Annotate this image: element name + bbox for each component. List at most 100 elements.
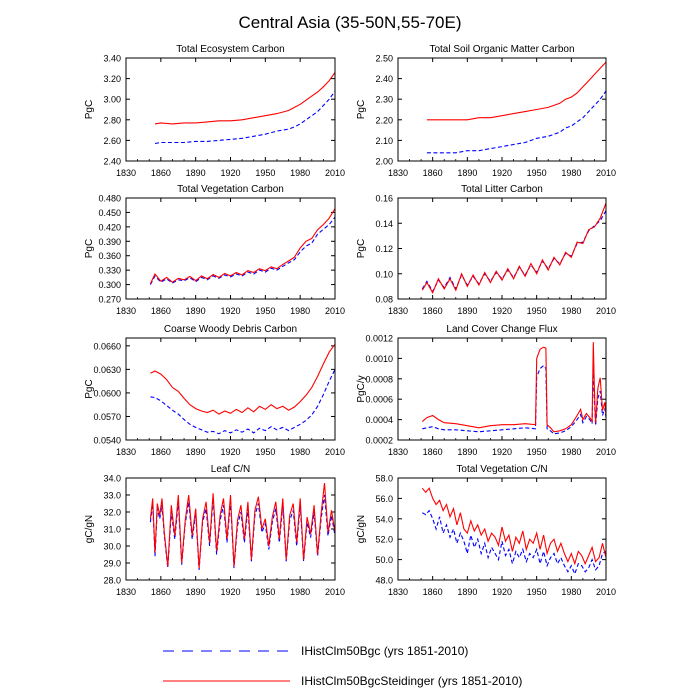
y-tick-label: 0.360 <box>98 251 121 261</box>
x-tick-label: 1890 <box>457 587 477 597</box>
plot-frame <box>125 477 336 581</box>
y-tick-label: 0.450 <box>98 208 121 218</box>
x-tick-label: 1890 <box>457 168 477 178</box>
x-tick-label: 2010 <box>325 168 345 178</box>
y-tick-label: 3.20 <box>103 74 121 84</box>
x-tick-label: 1890 <box>186 447 206 457</box>
y-tick-label: 29.0 <box>103 559 121 569</box>
x-tick-label: 1830 <box>388 447 408 457</box>
y-tick-label: 0.0010 <box>365 354 393 364</box>
x-tick-label: 1950 <box>527 447 547 457</box>
x-tick-label: 1830 <box>116 587 136 597</box>
legend: IHistClm50Bgc (yrs 1851-2010) IHistClm50… <box>163 644 522 688</box>
panel-2: Total Soil Organic Matter Carbon PgC 1830 1… <box>356 44 616 178</box>
series-line-steidinger <box>426 61 607 121</box>
series-line-bgc <box>150 369 336 435</box>
plot-frame <box>397 197 607 300</box>
x-tick-label: 1950 <box>527 168 547 178</box>
y-axis-label: gC/gN <box>356 515 367 543</box>
x-tick-label: 1980 <box>290 447 310 457</box>
y-axis-label: PgC <box>84 239 95 258</box>
x-tick-label: 1860 <box>151 587 171 597</box>
y-tick-label: 0.0006 <box>365 395 393 405</box>
x-tick-label: 1890 <box>186 168 206 178</box>
plot-frame <box>397 57 607 162</box>
x-tick-label: 1920 <box>492 306 512 316</box>
x-tick-label: 1950 <box>527 306 547 316</box>
y-axis-label: gC/gN <box>84 515 95 543</box>
panel-title: Total Litter Carbon <box>461 184 543 195</box>
x-tick-label: 1830 <box>116 447 136 457</box>
x-tick-label: 1920 <box>492 447 512 457</box>
y-tick-label: 3.40 <box>103 54 121 64</box>
series-line-steidinger <box>150 343 336 415</box>
panel-title: Total Vegetation Carbon <box>177 184 284 195</box>
x-tick-label: 1950 <box>255 168 275 178</box>
x-tick-label: 1950 <box>255 306 275 316</box>
y-tick-label: 0.0008 <box>365 374 393 384</box>
y-tick-label: 2.60 <box>103 136 121 146</box>
series-line-steidinger <box>421 487 607 566</box>
series-line-bgc <box>149 216 336 285</box>
x-tick-label: 1830 <box>388 587 408 597</box>
x-tick-label: 1830 <box>116 306 136 316</box>
panel-3: Total Vegetation Carbon PgC 1830 1860 1890 19… <box>84 184 345 316</box>
x-tick-label: 1920 <box>220 587 240 597</box>
y-tick-label: 0.300 <box>98 280 121 290</box>
x-tick-label: 1920 <box>220 306 240 316</box>
y-tick-label: 0.0002 <box>365 436 393 446</box>
y-axis-label: PgC <box>356 100 367 119</box>
y-tick-label: 0.420 <box>98 222 121 232</box>
x-tick-label: 1860 <box>151 168 171 178</box>
y-axis-label: PgC <box>84 100 95 119</box>
y-tick-label: 2.20 <box>375 115 393 125</box>
y-tick-label: 0.12 <box>375 244 393 254</box>
y-tick-label: 48.0 <box>375 576 393 586</box>
x-tick-label: 2010 <box>596 168 616 178</box>
panel-1: Total Ecosystem Carbon PgC 1830 1860 1890 192… <box>84 44 345 178</box>
plot-frame <box>125 57 336 162</box>
x-tick-label: 1920 <box>492 168 512 178</box>
y-tick-label: 2.50 <box>375 54 393 64</box>
y-tick-label: 0.14 <box>375 219 393 229</box>
x-tick-label: 1980 <box>290 168 310 178</box>
x-tick-label: 1980 <box>561 306 581 316</box>
y-axis-label: PgC <box>356 239 367 258</box>
panel-title: Leaf C/N <box>211 464 250 475</box>
x-tick-label: 1980 <box>290 587 310 597</box>
x-tick-label: 1980 <box>561 447 581 457</box>
y-tick-label: 52.0 <box>375 535 393 545</box>
x-tick-label: 1920 <box>492 587 512 597</box>
panel-title: Total Ecosystem Carbon <box>176 44 284 55</box>
y-tick-label: 56.0 <box>375 494 393 504</box>
x-tick-label: 1860 <box>423 168 443 178</box>
x-tick-label: 1950 <box>527 587 547 597</box>
panel-title: Total Vegetation C/N <box>456 464 547 475</box>
x-tick-label: 1860 <box>423 306 443 316</box>
x-tick-label: 1860 <box>423 447 443 457</box>
series-line-bgc <box>422 509 607 576</box>
series-line-steidinger <box>154 72 336 125</box>
x-tick-label: 1830 <box>388 168 408 178</box>
y-tick-label: 0.10 <box>375 269 393 279</box>
y-tick-label: 28.0 <box>103 576 121 586</box>
x-tick-label: 2010 <box>325 587 345 597</box>
y-tick-label: 32.0 <box>103 508 121 518</box>
series-line-steidinger <box>149 208 336 284</box>
panel-5: Coarse Woody Debris Carbon PgC 1830 1860 189… <box>84 324 345 457</box>
y-tick-label: 33.0 <box>103 491 121 501</box>
y-tick-label: 2.40 <box>103 157 121 167</box>
y-tick-label: 0.0004 <box>365 415 393 425</box>
panel-title: Coarse Woody Debris Carbon <box>164 324 297 335</box>
panel-8: Total Vegetation C/N gC/gN 1830 1860 1890 192… <box>356 464 616 597</box>
panel-7: Leaf C/N gC/gN 1830 1860 1890 1920 1950 1980 201… <box>84 464 345 597</box>
y-axis-label: PgC <box>84 379 95 398</box>
x-tick-label: 1860 <box>151 447 171 457</box>
y-tick-label: 3.00 <box>103 95 121 105</box>
figure-title: Central Asia (35-50N,55-70E) <box>238 13 461 32</box>
y-tick-label: 34.0 <box>103 474 121 484</box>
y-tick-label: 2.10 <box>375 136 393 146</box>
y-tick-label: 0.480 <box>98 194 121 204</box>
legend-label-steidinger: IHistClm50BgcSteidinger (yrs 1851-2010) <box>301 674 522 688</box>
x-tick-label: 1950 <box>255 447 275 457</box>
